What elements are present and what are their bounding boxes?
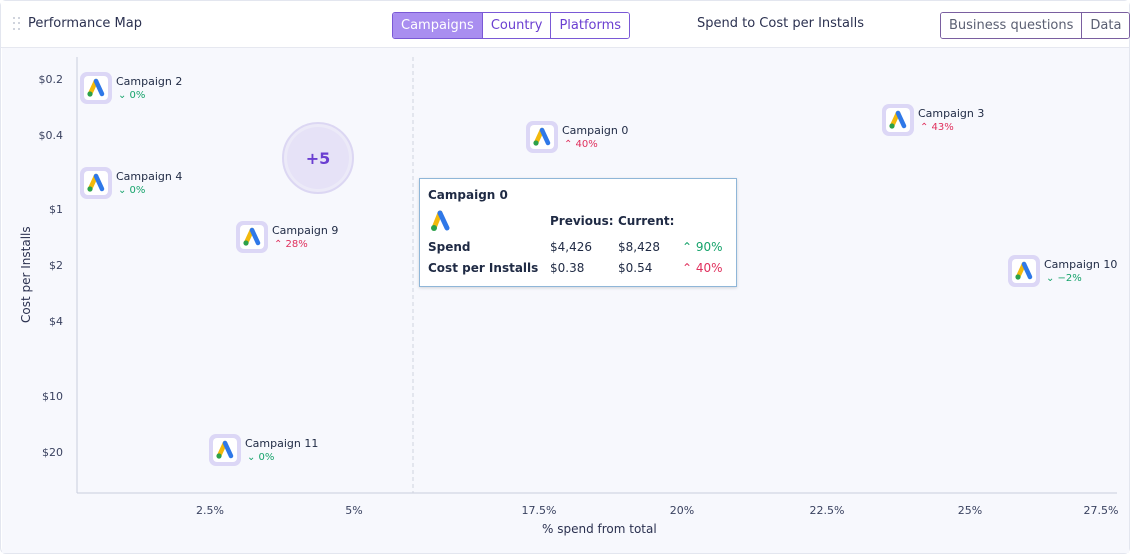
google-ads-icon-green xyxy=(216,453,222,459)
google-ads-icon xyxy=(216,440,234,459)
point-change: ⌃ 43% xyxy=(920,122,954,133)
x-tick-label: 27.5% xyxy=(1084,504,1119,517)
x-tick-label: 17.5% xyxy=(522,504,557,517)
tab-country[interactable]: Country xyxy=(481,13,551,38)
google-ads-icon xyxy=(87,78,105,97)
google-ads-icon-green xyxy=(889,123,895,129)
tooltip-row-label: Cost per Installs xyxy=(428,261,539,275)
x-axis-title: % spend from total xyxy=(542,522,657,536)
y-tick-label: $10 xyxy=(42,390,63,403)
y-tick-label: $4 xyxy=(49,315,63,328)
y-tick-label: $0.4 xyxy=(39,129,64,142)
tooltip-col-current: Current: xyxy=(618,214,675,228)
y-tick-label: $0.2 xyxy=(39,73,64,86)
google-ads-icon xyxy=(431,210,450,231)
google-ads-icon xyxy=(87,173,105,192)
point-label: Campaign 3 xyxy=(918,107,984,120)
tab-platforms[interactable]: Platforms xyxy=(550,13,630,38)
campaign-point: Campaign 11 ⌄ 0% xyxy=(209,434,318,466)
cluster-bubble: +5 xyxy=(282,122,354,194)
campaign-point: Campaign 0 ⌃ 40% xyxy=(526,121,628,153)
plot-area xyxy=(2,48,1129,553)
campaign-point: Campaign 2 ⌄ 0% xyxy=(80,72,182,104)
google-ads-icon-green xyxy=(87,186,93,192)
google-ads-icon-green xyxy=(243,240,249,246)
tooltip-current-value: $0.54 xyxy=(618,261,653,275)
point-label: Campaign 11 xyxy=(245,437,318,450)
y-tick-label: $20 xyxy=(42,446,63,459)
google-ads-icon-green xyxy=(1015,274,1021,280)
point-change: ⌄ 0% xyxy=(247,452,274,463)
campaign-point: Campaign 4 ⌄ 0% xyxy=(80,167,182,199)
drag-handle-icon[interactable] xyxy=(13,17,21,31)
y-tick-label: $2 xyxy=(49,259,63,272)
x-tick-label: 22.5% xyxy=(810,504,845,517)
panel-actions: Business questions Data xyxy=(940,12,1130,39)
campaign-tooltip: Campaign 0 Previous: Current: Spend $4,4… xyxy=(419,178,737,287)
x-tick-label: 2.5% xyxy=(196,504,224,517)
y-tick-label: $1 xyxy=(49,203,63,216)
google-ads-icon-blue xyxy=(249,227,261,246)
tooltip-change: ⌃ 90% xyxy=(682,240,723,254)
google-ads-icon-blue xyxy=(895,110,907,129)
tab-campaigns[interactable]: Campaigns xyxy=(393,13,482,38)
x-tick-label: 5% xyxy=(345,504,362,517)
point-label: Campaign 2 xyxy=(116,75,182,88)
tooltip-title: Campaign 0 xyxy=(428,188,508,202)
x-tick-label: 25% xyxy=(958,504,982,517)
campaign-point: Campaign 3 ⌃ 43% xyxy=(882,104,984,136)
point-change: ⌄ 0% xyxy=(118,185,145,196)
google-ads-icon-green xyxy=(533,140,539,146)
google-ads-icon-green xyxy=(87,91,93,97)
panel-header: Performance Map Campaigns Country Platfo… xyxy=(1,1,1130,48)
tooltip-current-value: $8,428 xyxy=(618,240,660,254)
campaign-point: Campaign 9 ⌃ 28% xyxy=(236,221,338,253)
point-label: Campaign 0 xyxy=(562,124,628,137)
business-questions-button[interactable]: Business questions xyxy=(941,13,1082,38)
point-label: Campaign 10 xyxy=(1044,258,1117,271)
cluster-label: +5 xyxy=(306,149,331,168)
google-ads-icon-blue xyxy=(539,127,551,146)
x-tick-label: 20% xyxy=(670,504,694,517)
point-label: Campaign 4 xyxy=(116,170,182,183)
cluster-fill xyxy=(287,127,349,189)
y-axis-title: Cost per Installs xyxy=(19,226,33,323)
tooltip-previous-value: $0.38 xyxy=(550,261,585,275)
point-change: ⌄ −2% xyxy=(1046,273,1082,284)
point-change: ⌃ 40% xyxy=(564,139,598,150)
point-label: Campaign 9 xyxy=(272,224,338,237)
arrow-up-icon: ⌃ xyxy=(682,261,696,275)
google-ads-icon xyxy=(1015,261,1033,280)
google-ads-icon-blue xyxy=(1021,261,1033,280)
tooltip-previous-value: $4,426 xyxy=(550,240,592,254)
google-ads-icon xyxy=(243,227,261,246)
google-ads-icon xyxy=(533,127,551,146)
tooltip-row-label: Spend xyxy=(428,240,471,254)
tooltip-col-previous: Previous: xyxy=(550,214,614,228)
tooltip-change-value: 40% xyxy=(695,261,723,275)
panel-title: Performance Map xyxy=(28,16,142,31)
data-button[interactable]: Data xyxy=(1081,13,1130,38)
dimension-tabs: Campaigns Country Platforms xyxy=(392,12,631,39)
tooltip-change: ⌃ 40% xyxy=(682,261,723,275)
arrow-up-icon: ⌃ xyxy=(682,240,696,254)
google-ads-icon-blue xyxy=(93,173,105,192)
tooltip-change-value: 90% xyxy=(695,240,723,254)
point-change: ⌃ 28% xyxy=(274,239,308,250)
point-change: ⌄ 0% xyxy=(118,90,145,101)
google-ads-icon-blue xyxy=(222,440,234,459)
chart-title: Spend to Cost per Installs xyxy=(697,16,864,31)
google-ads-icon xyxy=(889,110,907,129)
google-ads-icon-blue xyxy=(93,78,105,97)
campaign-point: Campaign 10 ⌄ −2% xyxy=(1008,255,1117,287)
